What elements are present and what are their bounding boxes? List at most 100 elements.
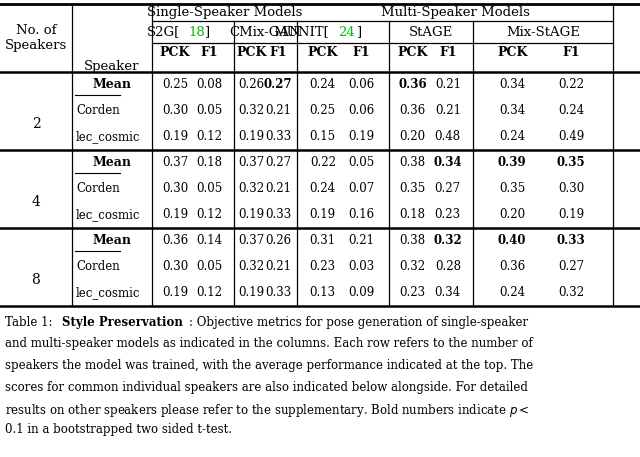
Text: 0.32: 0.32 — [433, 234, 462, 248]
Text: Single-Speaker Models: Single-Speaker Models — [147, 6, 302, 19]
Text: ]: ] — [204, 26, 209, 38]
Text: 0.30: 0.30 — [162, 260, 188, 273]
Text: 0.05: 0.05 — [196, 105, 223, 117]
Text: 0.24: 0.24 — [499, 131, 525, 143]
Text: 0.06: 0.06 — [348, 105, 374, 117]
Text: lec_cosmic: lec_cosmic — [76, 208, 141, 222]
Text: 0.19: 0.19 — [239, 208, 265, 222]
Text: PCK: PCK — [397, 46, 428, 58]
Text: 0.38: 0.38 — [399, 234, 426, 248]
Text: 0.28: 0.28 — [435, 260, 461, 273]
Text: F1: F1 — [439, 46, 456, 58]
Text: 0.24: 0.24 — [499, 287, 525, 299]
Text: and multi-speaker models as indicated in the columns. Each row refers to the num: and multi-speaker models as indicated in… — [5, 338, 532, 351]
Text: ]: ] — [356, 26, 361, 38]
Text: speakers the model was trained, with the average performance indicated at the to: speakers the model was trained, with the… — [5, 359, 533, 372]
Text: 0.19: 0.19 — [162, 208, 188, 222]
Text: 0.18: 0.18 — [399, 208, 426, 222]
Text: 0.21: 0.21 — [265, 105, 291, 117]
Text: F1: F1 — [269, 46, 287, 58]
Text: 4: 4 — [31, 195, 40, 209]
Text: 0.24: 0.24 — [310, 79, 336, 91]
Text: 0.23: 0.23 — [399, 287, 426, 299]
Text: MUNIT[: MUNIT[ — [273, 26, 329, 38]
Text: 0.23: 0.23 — [310, 260, 336, 273]
Text: 0.36: 0.36 — [398, 79, 427, 91]
Text: scores for common individual speakers are also indicated below alongside. For de: scores for common individual speakers ar… — [5, 381, 528, 393]
Text: 0.38: 0.38 — [399, 156, 426, 170]
Text: F1: F1 — [200, 46, 218, 58]
Text: StAGE: StAGE — [409, 26, 453, 38]
Text: 0.19: 0.19 — [239, 287, 265, 299]
Text: 0.32: 0.32 — [239, 260, 265, 273]
Text: Mean: Mean — [93, 156, 131, 170]
Text: 0.27: 0.27 — [435, 182, 461, 196]
Text: PCK: PCK — [308, 46, 338, 58]
Text: 0.49: 0.49 — [558, 131, 584, 143]
Text: 0.06: 0.06 — [348, 79, 374, 91]
Text: 0.40: 0.40 — [498, 234, 527, 248]
Text: 0.20: 0.20 — [499, 208, 525, 222]
Text: 0.31: 0.31 — [310, 234, 336, 248]
Text: 24: 24 — [338, 26, 355, 38]
Text: 0.39: 0.39 — [498, 156, 527, 170]
Text: 0.19: 0.19 — [348, 131, 374, 143]
Text: 0.21: 0.21 — [348, 234, 374, 248]
Text: 2: 2 — [31, 117, 40, 131]
Text: Table 1:: Table 1: — [5, 316, 56, 329]
Text: 0.25: 0.25 — [162, 79, 188, 91]
Text: 0.05: 0.05 — [196, 260, 223, 273]
Text: 0.27: 0.27 — [558, 260, 584, 273]
Text: 0.16: 0.16 — [348, 208, 374, 222]
Text: 0.19: 0.19 — [162, 131, 188, 143]
Text: Speakers: Speakers — [5, 38, 67, 52]
Text: 0.19: 0.19 — [239, 131, 265, 143]
Text: Mean: Mean — [93, 79, 131, 91]
Text: 0.12: 0.12 — [196, 287, 223, 299]
Text: 0.18: 0.18 — [196, 156, 223, 170]
Text: 0.37: 0.37 — [239, 234, 265, 248]
Text: Corden: Corden — [76, 105, 120, 117]
Text: 0.35: 0.35 — [399, 182, 426, 196]
Text: 0.19: 0.19 — [310, 208, 336, 222]
Text: results on other speakers please refer to the supplementary. Bold numbers indica: results on other speakers please refer t… — [5, 402, 529, 419]
Text: 0.21: 0.21 — [265, 260, 291, 273]
Text: 0.27: 0.27 — [264, 79, 292, 91]
Text: 0.30: 0.30 — [558, 182, 584, 196]
Text: 0.35: 0.35 — [499, 182, 525, 196]
Text: 0.25: 0.25 — [310, 105, 336, 117]
Text: 0.14: 0.14 — [196, 234, 223, 248]
Text: Corden: Corden — [76, 182, 120, 196]
Text: 0.21: 0.21 — [265, 182, 291, 196]
Text: lec_cosmic: lec_cosmic — [76, 287, 141, 299]
Text: PCK: PCK — [236, 46, 267, 58]
Text: 0.13: 0.13 — [310, 287, 336, 299]
Text: Speaker: Speaker — [84, 60, 140, 73]
Text: 0.21: 0.21 — [435, 105, 461, 117]
Text: 0.32: 0.32 — [399, 260, 426, 273]
Text: Mean: Mean — [93, 234, 131, 248]
Text: 0.19: 0.19 — [558, 208, 584, 222]
Text: 0.05: 0.05 — [348, 156, 374, 170]
Text: 0.37: 0.37 — [239, 156, 265, 170]
Text: CMix-GAN: CMix-GAN — [230, 26, 301, 38]
Text: 0.08: 0.08 — [196, 79, 223, 91]
Text: 0.33: 0.33 — [265, 208, 291, 222]
Text: 0.05: 0.05 — [196, 182, 223, 196]
Text: 0.48: 0.48 — [435, 131, 461, 143]
Text: 0.21: 0.21 — [435, 79, 461, 91]
Text: 0.36: 0.36 — [399, 105, 426, 117]
Text: 0.12: 0.12 — [196, 208, 223, 222]
Text: 0.30: 0.30 — [162, 105, 188, 117]
Text: 0.22: 0.22 — [558, 79, 584, 91]
Text: 0.36: 0.36 — [499, 260, 525, 273]
Text: Mix-StAGE: Mix-StAGE — [506, 26, 580, 38]
Text: No. of: No. of — [16, 25, 56, 37]
Text: : Objective metrics for pose generation of single-speaker: : Objective metrics for pose generation … — [189, 316, 528, 329]
Text: 0.27: 0.27 — [265, 156, 291, 170]
Text: 0.32: 0.32 — [239, 182, 265, 196]
Text: 0.23: 0.23 — [435, 208, 461, 222]
Text: Multi-Speaker Models: Multi-Speaker Models — [381, 6, 529, 19]
Text: 0.33: 0.33 — [265, 287, 291, 299]
Text: 0.19: 0.19 — [162, 287, 188, 299]
